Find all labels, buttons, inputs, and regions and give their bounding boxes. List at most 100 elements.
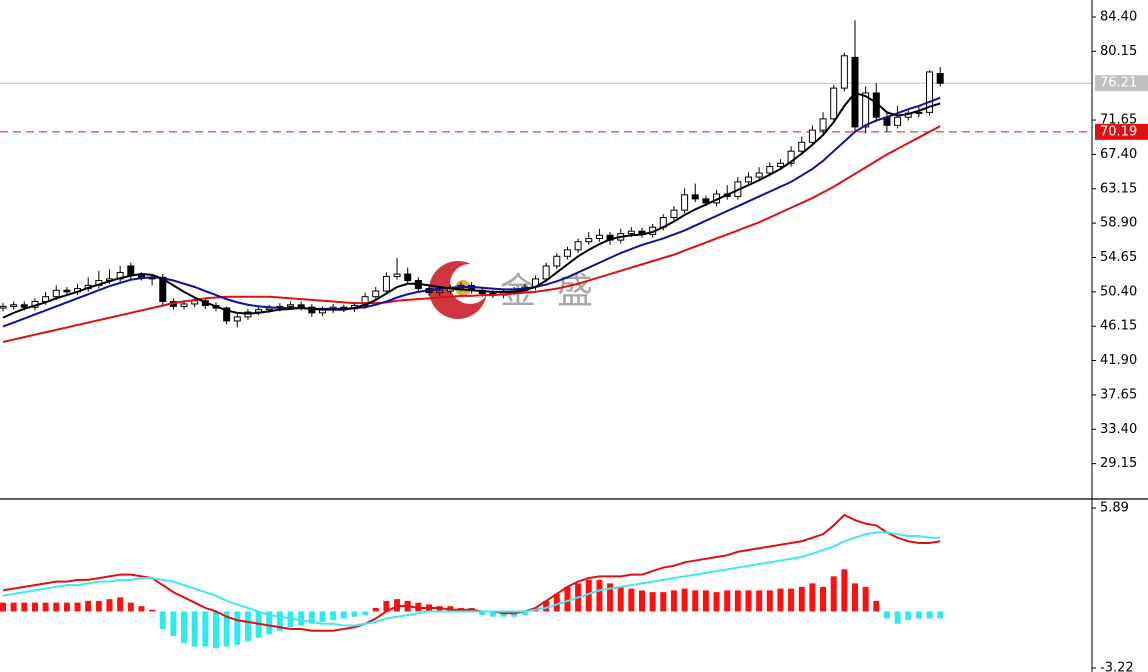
histogram-bar (479, 611, 486, 615)
candle-body (766, 166, 774, 174)
histogram-bar (894, 611, 901, 624)
histogram-bar (628, 588, 635, 612)
histogram-bar (820, 586, 827, 612)
candle-body (776, 162, 784, 168)
histogram-bar (319, 611, 326, 622)
candle-body (702, 198, 710, 204)
histogram-bar (734, 590, 741, 612)
histogram-bar (74, 602, 81, 612)
candle-body (180, 303, 188, 307)
histogram-bar (862, 586, 869, 612)
histogram-bar (181, 611, 188, 644)
histogram-bar (31, 602, 38, 612)
last-price-box (1095, 75, 1148, 92)
histogram-bar (937, 611, 944, 619)
histogram-bar (42, 602, 49, 612)
y-tick-label: 46.15 (1100, 319, 1137, 334)
histogram-bar (138, 606, 145, 612)
candle-body (755, 172, 763, 178)
candle-body (819, 118, 827, 131)
candle-body (52, 289, 60, 298)
histogram-bar (330, 611, 337, 621)
histogram-bar (489, 611, 496, 617)
histogram-bar (553, 593, 560, 612)
histogram-bar (63, 602, 70, 612)
y-tick-label: 33.40 (1100, 422, 1137, 437)
histogram-bar (681, 588, 688, 612)
histogram-bar (617, 586, 624, 612)
y-tick-label: 84.40 (1100, 9, 1137, 24)
histogram-bar (670, 590, 677, 612)
histogram-bar (724, 590, 731, 612)
histogram-bar (21, 602, 28, 612)
histogram-bar (883, 611, 890, 619)
candle-body (542, 265, 550, 280)
candle-body (63, 289, 71, 293)
candle-body (830, 87, 838, 120)
histogram-bar (223, 611, 230, 647)
histogram-bar (308, 611, 315, 624)
candle-body (681, 194, 689, 211)
y-tick-label: -3.22 (1100, 660, 1134, 672)
histogram-bar (841, 569, 848, 612)
candle-body (10, 304, 18, 307)
candle-body (233, 316, 241, 322)
histogram-bar (298, 611, 305, 626)
histogram-bar (915, 611, 922, 619)
histogram-bar (85, 600, 92, 612)
histogram-bar (372, 607, 379, 612)
histogram-bar (213, 611, 219, 649)
candle-body (894, 116, 902, 126)
candle-body (862, 92, 870, 128)
histogram-bar (149, 609, 156, 612)
candle-body (936, 73, 944, 84)
histogram-bar (191, 611, 198, 647)
histogram-bar (852, 583, 858, 612)
candle-body (670, 209, 678, 218)
candle-body (808, 129, 816, 143)
candle-body (436, 290, 444, 294)
histogram-bar (713, 592, 720, 612)
candle-body (585, 237, 593, 243)
y-tick-label: 54.65 (1100, 250, 1137, 265)
histogram-bar (596, 579, 603, 612)
level-box (1095, 123, 1148, 140)
histogram-bar (117, 597, 124, 612)
histogram-bar (383, 600, 390, 612)
y-tick-label: 80.15 (1100, 44, 1137, 59)
histogram-bar (639, 590, 645, 612)
indicator-line (2, 125, 941, 343)
candle-body (787, 150, 795, 164)
histogram-bar (607, 583, 614, 612)
candle-body (372, 290, 380, 298)
candle-body (287, 304, 295, 307)
histogram-bar (170, 611, 177, 637)
histogram-bar (798, 586, 805, 612)
candle-body (926, 71, 934, 113)
histogram-bar (266, 611, 273, 635)
histogram-bar (905, 611, 912, 621)
histogram-bar (756, 590, 763, 612)
histogram-bar (0, 602, 6, 612)
histogram-bar (766, 590, 773, 612)
y-tick-label: 29.15 (1100, 456, 1137, 471)
y-tick-label: 67.40 (1100, 147, 1137, 162)
y-tick-label: 63.15 (1100, 181, 1137, 196)
level-label: 70.19 (1100, 124, 1137, 139)
watermark-char: 盛 (557, 271, 593, 312)
histogram-bar (809, 583, 816, 612)
histogram-bar (702, 590, 709, 612)
histogram-bar (95, 600, 102, 612)
histogram-bar (564, 586, 571, 612)
histogram-bar (340, 611, 347, 619)
y-tick-label: 37.65 (1100, 387, 1137, 402)
histogram-bar (10, 602, 17, 612)
histogram-bar (830, 576, 837, 612)
histogram-bar (234, 611, 241, 645)
histogram-bar (585, 579, 592, 612)
y-tick-label: 71.65 (1100, 113, 1137, 128)
candle-body (691, 194, 699, 200)
candle-body (627, 230, 635, 235)
candle-body (297, 304, 305, 308)
